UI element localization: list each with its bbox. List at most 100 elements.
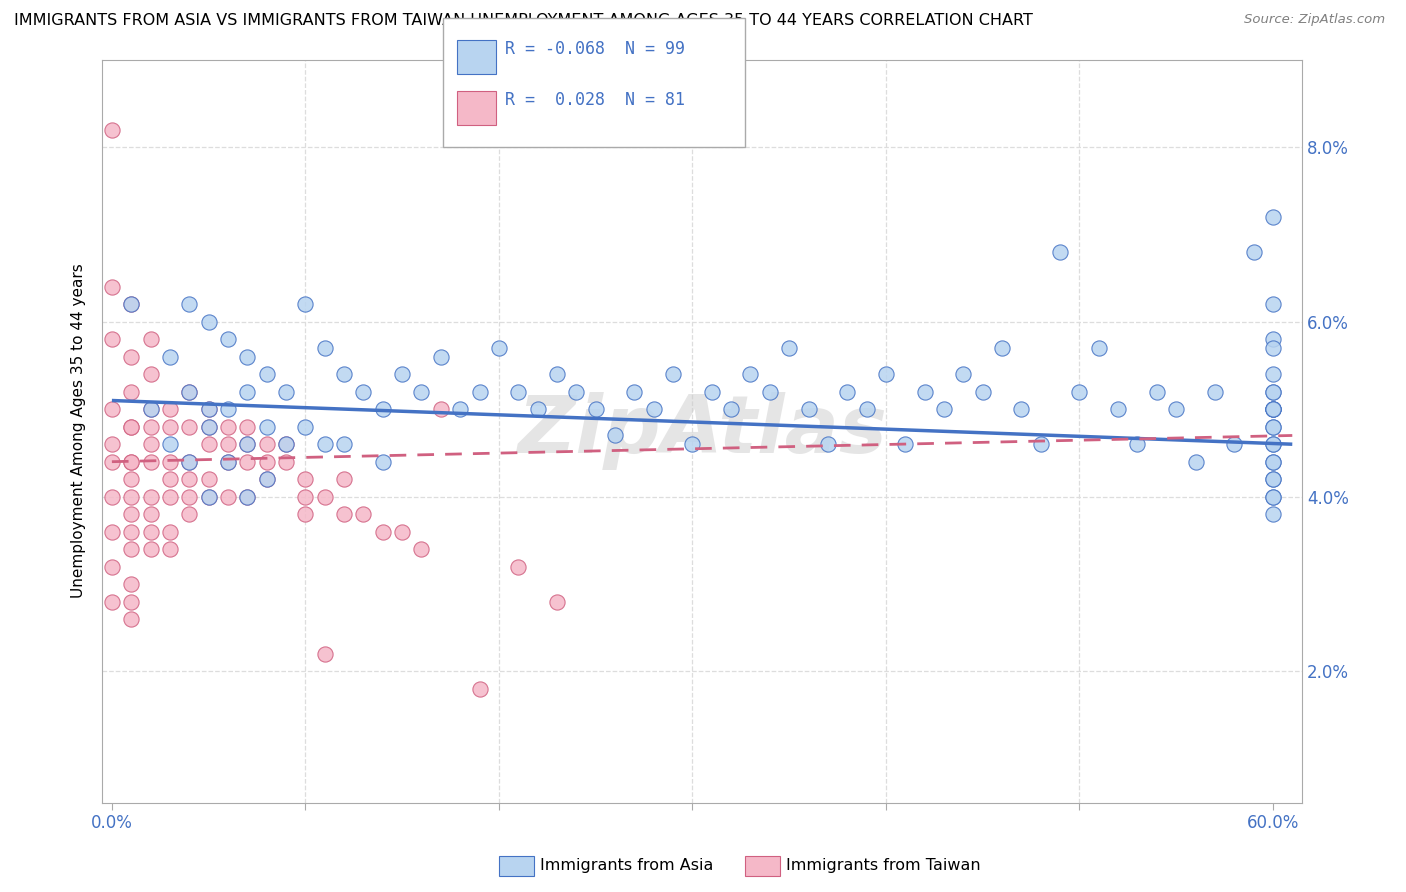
Point (197, 419, 219, 434)
Point (139, 490, 162, 504)
Point (179, 297, 201, 311)
Point (236, 384, 259, 399)
Point (101, 402, 124, 417)
Point (236, 419, 259, 434)
Point (371, 402, 394, 417)
Point (1049, 244, 1071, 259)
Point (991, 341, 1014, 355)
Point (101, 455, 124, 469)
Point (236, 437, 259, 451)
Point (120, 507, 142, 521)
Point (411, 542, 433, 557)
Point (197, 490, 219, 504)
Point (1261, 455, 1284, 469)
Point (274, 437, 297, 451)
Point (1261, 402, 1284, 417)
Point (1261, 490, 1284, 504)
Point (217, 490, 239, 504)
Point (508, 559, 530, 574)
Point (837, 384, 859, 399)
Point (1243, 244, 1265, 259)
Point (236, 350, 259, 364)
Point (1261, 419, 1284, 434)
Point (1166, 402, 1188, 417)
Point (139, 419, 162, 434)
Point (1107, 402, 1129, 417)
Point (159, 542, 181, 557)
Point (1261, 402, 1284, 417)
Point (179, 419, 201, 434)
Point (371, 455, 394, 469)
Point (1261, 341, 1284, 355)
Point (217, 455, 239, 469)
Text: R =  0.028  N = 81: R = 0.028 N = 81 (505, 91, 685, 109)
Point (217, 455, 239, 469)
Point (120, 594, 142, 608)
Point (217, 419, 239, 434)
Point (139, 507, 162, 521)
Point (314, 341, 336, 355)
Text: R = -0.068  N = 99: R = -0.068 N = 99 (505, 40, 685, 58)
Point (1261, 507, 1284, 521)
Point (468, 384, 491, 399)
Point (333, 368, 356, 382)
Point (1010, 402, 1032, 417)
Point (294, 297, 316, 311)
Point (120, 577, 142, 591)
Point (120, 612, 142, 626)
Point (217, 402, 239, 417)
Point (101, 437, 124, 451)
Point (179, 507, 201, 521)
Point (120, 455, 142, 469)
Point (1146, 384, 1168, 399)
Text: ZipAtlas: ZipAtlas (517, 392, 887, 470)
Point (120, 419, 142, 434)
Point (120, 419, 142, 434)
Point (236, 455, 259, 469)
Point (139, 542, 162, 557)
Point (1223, 437, 1246, 451)
Point (468, 681, 491, 696)
Point (1126, 437, 1149, 451)
Point (179, 490, 201, 504)
Point (508, 384, 530, 399)
Point (120, 542, 142, 557)
Point (274, 437, 297, 451)
Point (1261, 332, 1284, 346)
Point (371, 524, 394, 539)
Point (1261, 402, 1284, 417)
Point (778, 341, 800, 355)
Point (1261, 384, 1284, 399)
Point (236, 490, 259, 504)
Point (217, 332, 239, 346)
Point (430, 350, 453, 364)
Point (139, 402, 162, 417)
Point (411, 384, 433, 399)
Point (179, 455, 201, 469)
Point (197, 402, 219, 417)
Point (236, 437, 259, 451)
Point (352, 507, 374, 521)
Point (643, 402, 665, 417)
Point (1261, 437, 1284, 451)
Point (197, 315, 219, 329)
Point (120, 297, 142, 311)
Point (101, 594, 124, 608)
Point (120, 350, 142, 364)
Point (1087, 341, 1109, 355)
Point (197, 419, 219, 434)
Point (914, 384, 936, 399)
Point (449, 402, 471, 417)
Text: Immigrants from Taiwan: Immigrants from Taiwan (786, 858, 980, 872)
Point (217, 437, 239, 451)
Point (197, 402, 219, 417)
Point (623, 384, 645, 399)
Point (430, 402, 453, 417)
Point (179, 384, 201, 399)
Point (759, 384, 782, 399)
Point (159, 490, 181, 504)
Point (526, 402, 548, 417)
Point (179, 384, 201, 399)
Point (1069, 384, 1091, 399)
Point (875, 368, 897, 382)
